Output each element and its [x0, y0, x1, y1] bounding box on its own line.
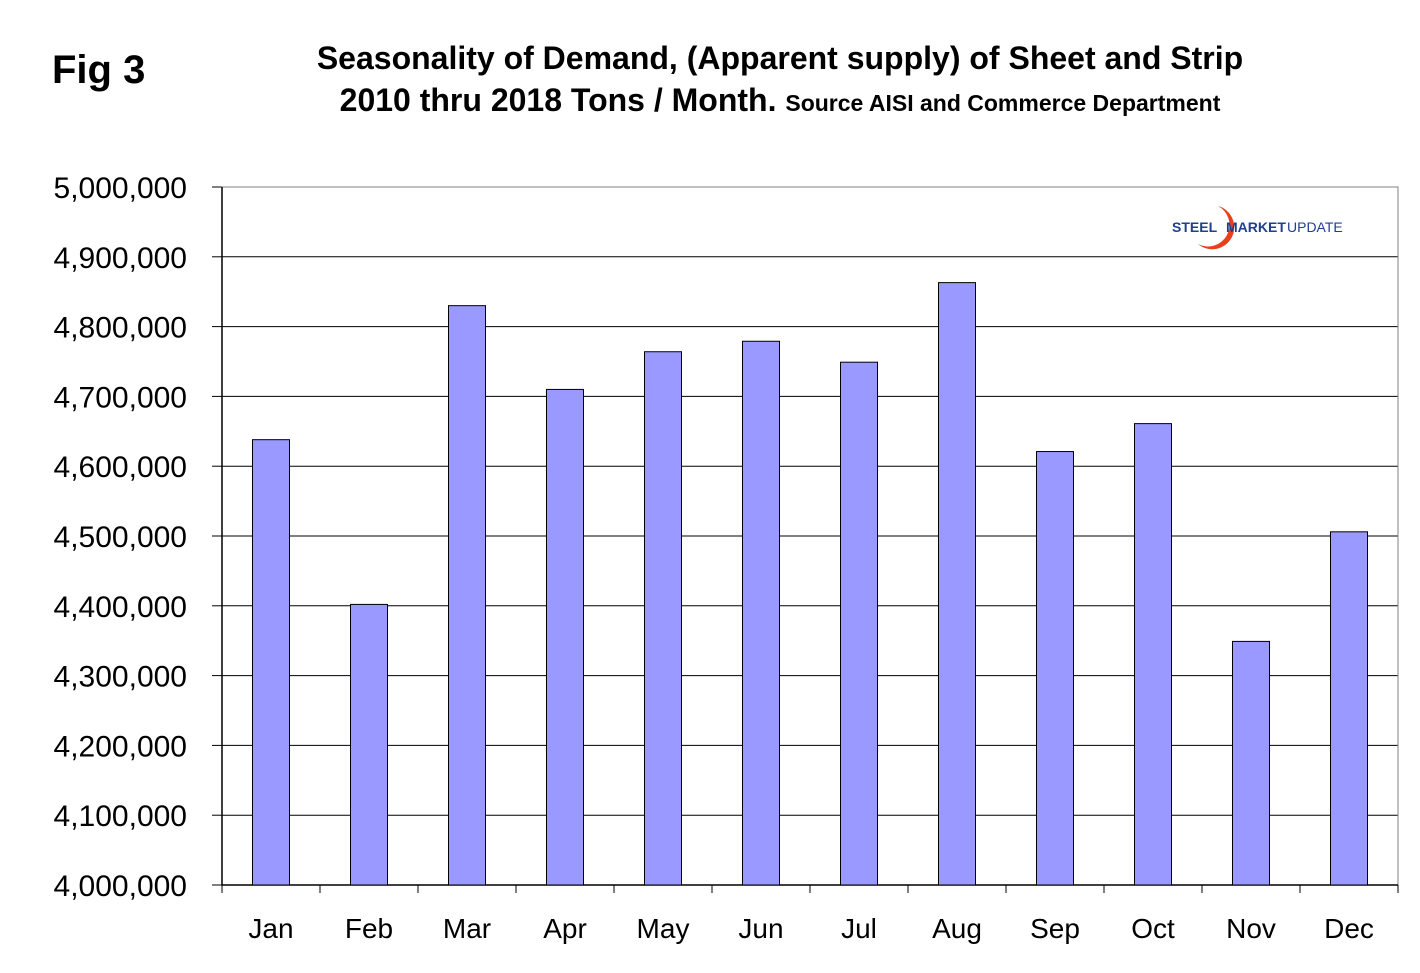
- y-tick-label: 4,500,000: [54, 521, 187, 554]
- x-tick-label: Nov: [1226, 913, 1276, 944]
- y-tick-label: 4,300,000: [54, 661, 187, 694]
- bar-aug: [938, 282, 976, 886]
- x-tick-label: Jun: [738, 913, 783, 944]
- bar-jul: [840, 361, 878, 886]
- steel-market-update-logo: STEEL MARKET UPDATE: [1172, 206, 1343, 250]
- axes: [212, 186, 1399, 893]
- x-tick-labels: Jan Feb Mar Apr May Jun Jul Aug Sep Oct Nov Dec: [248, 913, 1373, 944]
- chart-title-line1: Seasonality of Demand, (Apparent supply)…: [316, 40, 1244, 76]
- bars: [252, 282, 1368, 886]
- bar-sep: [1036, 451, 1074, 886]
- x-tick-label: Dec: [1324, 913, 1374, 944]
- y-tick-label: 4,400,000: [54, 591, 187, 624]
- logo-word-update: UPDATE: [1287, 219, 1343, 235]
- chart-title-line2: 2010 thru 2018 Tons / Month. Source AISI…: [230, 78, 1330, 125]
- x-tick-label: Mar: [443, 913, 491, 944]
- x-tick-label: Aug: [932, 913, 982, 944]
- y-tick-label: 5,000,000: [54, 172, 187, 205]
- x-tick-label: Sep: [1030, 913, 1080, 944]
- logo-swoosh-outer: [1198, 206, 1235, 250]
- bar-dec: [1330, 531, 1368, 886]
- bar-may: [644, 351, 682, 886]
- bar-jan: [252, 439, 290, 886]
- y-tick-label: 4,000,000: [54, 870, 187, 903]
- chart-title-source: Source AISI and Commerce Department: [785, 90, 1221, 116]
- y-tick-label: 4,100,000: [54, 800, 187, 833]
- bar-oct: [1134, 423, 1172, 886]
- x-tick-label: Feb: [345, 913, 393, 944]
- y-tick-label: 4,600,000: [54, 451, 187, 484]
- chart-title: Seasonality of Demand, (Apparent supply)…: [230, 38, 1330, 125]
- x-tick-label: Oct: [1131, 913, 1175, 944]
- bar-feb: [350, 603, 388, 886]
- bar-jun: [742, 340, 780, 886]
- y-tick-label: 4,200,000: [54, 730, 187, 763]
- logo-word-steel: STEEL: [1172, 219, 1218, 235]
- bar-mar: [448, 305, 486, 886]
- x-tick-label: Apr: [543, 913, 587, 944]
- bar-nov: [1232, 640, 1270, 886]
- gridlines: [222, 186, 1398, 886]
- y-tick-labels: 4,000,000 4,100,000 4,200,000 4,300,000 4,40…: [54, 172, 187, 903]
- bar-apr: [546, 388, 584, 886]
- x-tick-label: May: [637, 913, 690, 944]
- x-tick-label: Jul: [841, 913, 877, 944]
- chart-title-line2-main: 2010 thru 2018 Tons / Month.: [339, 82, 777, 118]
- y-tick-label: 4,900,000: [54, 242, 187, 275]
- y-tick-label: 4,800,000: [54, 312, 187, 345]
- y-tick-label: 4,700,000: [54, 381, 187, 414]
- figure-label: Fig 3: [52, 48, 146, 92]
- logo-word-market: MARKET: [1226, 219, 1286, 235]
- x-tick-label: Jan: [248, 913, 293, 944]
